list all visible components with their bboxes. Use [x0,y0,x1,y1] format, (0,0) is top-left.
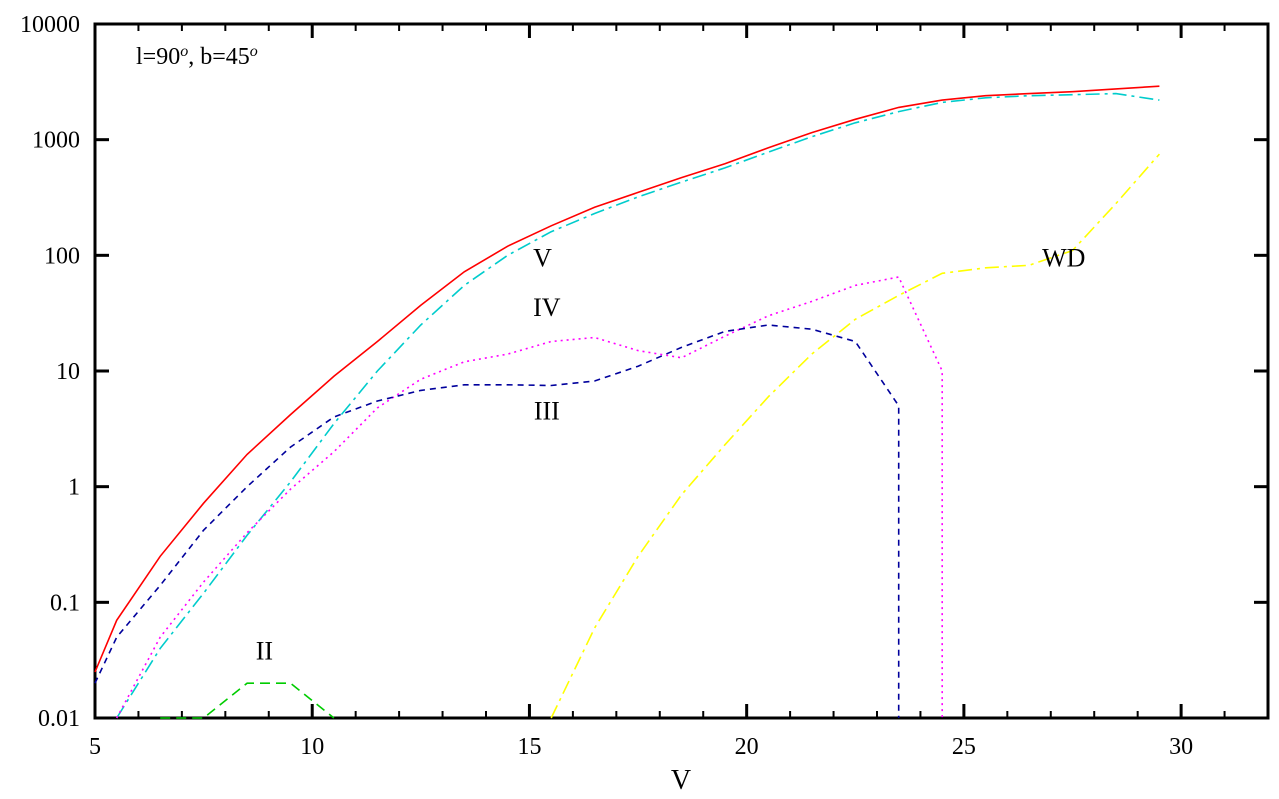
series-line-3 [94,324,900,718]
y-tick-label: 10 [56,359,80,385]
y-tick-label: 1000 [32,128,80,154]
series-line-5 [550,153,1161,719]
curve-label-iv: IV [533,293,561,322]
curve-label-ii: II [256,637,273,666]
y-tick-label: 0.1 [50,590,80,616]
x-tick-label: 30 [1169,734,1193,760]
x-tick-label: 10 [300,734,324,760]
series-lines [94,85,1161,719]
series-line-4 [160,682,335,719]
y-tick-label: 10000 [20,12,80,38]
axis-ticks [93,22,1269,720]
y-tick-label: 0.01 [38,706,80,732]
x-tick-label: 25 [952,734,976,760]
series-line-2 [115,276,944,719]
y-tick-label: 100 [44,243,80,269]
series-line-1 [116,92,1160,719]
x-tick-label: 5 [89,734,101,760]
series-line-0 [94,85,1160,673]
curve-label-v: V [533,244,552,273]
x-axis-title: V [671,765,691,796]
x-tick-labels: 5 10 15 20 25 30 [89,734,1193,760]
x-tick-label: 20 [735,734,759,760]
curve-label-wd: WD [1042,244,1085,273]
plot-frame [93,22,1270,720]
curve-label-iii: III [534,397,560,426]
y-tick-labels: 0.01 0.1 1 10 100 1000 10000 [20,12,80,732]
y-tick-label: 1 [68,475,80,501]
annotation-text: l=90o, b=45o [136,43,258,71]
x-tick-label: 15 [517,734,541,760]
